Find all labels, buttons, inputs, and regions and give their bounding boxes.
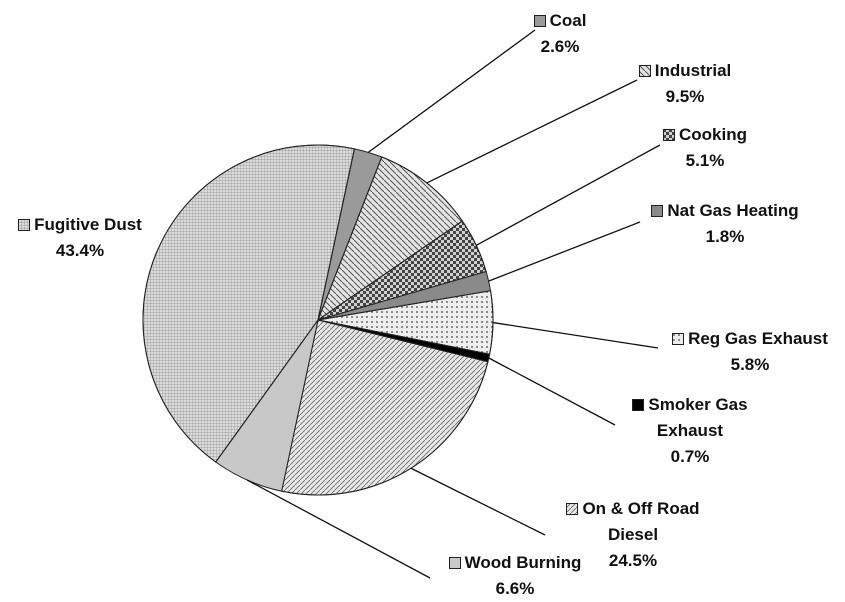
slice-label: Cooking 5.1% xyxy=(655,122,755,174)
legend-entry: Coal xyxy=(520,8,600,34)
leader-line xyxy=(410,467,546,536)
category-name: Reg Gas Exhaust xyxy=(688,329,828,348)
legend-swatch xyxy=(18,219,31,231)
value-label: 9.5% xyxy=(665,87,705,106)
slice-label: Industrial 9.5% xyxy=(630,58,740,110)
value-label: 6.6% xyxy=(495,579,535,598)
leader-line xyxy=(367,29,536,153)
leader-line xyxy=(426,79,638,184)
swatch-pattern xyxy=(638,65,651,77)
value-label: 5.8% xyxy=(730,355,770,374)
swatch xyxy=(533,15,546,27)
legend-entry: Smoker Gas Exhaust xyxy=(610,392,770,444)
category-name: Wood Burning xyxy=(464,553,582,572)
slice-pattern xyxy=(142,144,355,463)
legend-entry: Fugitive Dust xyxy=(5,212,155,238)
leader-line xyxy=(488,221,641,282)
category-name: Cooking xyxy=(679,125,747,144)
swatch-pattern xyxy=(672,333,685,345)
slice-label: On & Off Road Diesel 24.5% xyxy=(548,496,718,574)
category-name: Coal xyxy=(549,11,587,30)
legend-entry: Industrial xyxy=(630,58,740,84)
slice-label: Reg Gas Exhaust 5.8% xyxy=(655,326,845,378)
value-label: 2.6% xyxy=(540,37,580,56)
legend-swatch xyxy=(672,333,685,345)
legend-entry: Reg Gas Exhaust xyxy=(655,326,845,352)
swatch-pattern xyxy=(663,129,675,141)
category-name: On & Off Road Diesel xyxy=(582,499,700,544)
legend-entry: Wood Burning xyxy=(430,550,600,576)
legend-swatch xyxy=(632,399,645,411)
category-name: Industrial xyxy=(654,61,732,80)
swatch xyxy=(632,399,645,411)
slice-pattern xyxy=(281,319,489,496)
legend-swatch xyxy=(566,503,579,515)
pie xyxy=(142,144,494,496)
slice-label: Smoker Gas Exhaust 0.7% xyxy=(610,392,770,470)
legend-swatch xyxy=(663,129,675,141)
legend-entry: Nat Gas Heating xyxy=(640,198,810,224)
swatch-pattern xyxy=(566,503,579,515)
leader-line xyxy=(475,144,661,246)
legend-entry: On & Off Road Diesel xyxy=(548,496,718,548)
swatch xyxy=(448,557,461,569)
leader-line xyxy=(488,357,616,426)
slice-label: Coal 2.6% xyxy=(520,8,600,60)
value-label: 43.4% xyxy=(55,241,105,260)
value-label: 1.8% xyxy=(705,227,745,246)
category-name: Fugitive Dust xyxy=(34,215,142,234)
leader-line xyxy=(492,321,659,349)
legend-swatch xyxy=(448,557,461,569)
value-label: 0.7% xyxy=(670,447,710,466)
slice-label: Fugitive Dust 43.4% xyxy=(5,212,155,264)
legend-swatch xyxy=(651,205,664,217)
legend-swatch xyxy=(638,65,651,77)
value-label: 5.1% xyxy=(685,151,725,170)
legend-swatch xyxy=(533,15,546,27)
slice-label: Wood Burning 6.6% xyxy=(430,550,600,602)
leader-line xyxy=(246,479,431,579)
slice-label: Nat Gas Heating 1.8% xyxy=(640,198,810,250)
swatch xyxy=(651,205,664,217)
swatch-pattern xyxy=(18,219,31,231)
value-label: 24.5% xyxy=(608,551,658,570)
category-name: Nat Gas Heating xyxy=(667,201,799,220)
legend-entry: Cooking xyxy=(655,122,755,148)
category-name: Smoker Gas Exhaust xyxy=(648,395,748,440)
